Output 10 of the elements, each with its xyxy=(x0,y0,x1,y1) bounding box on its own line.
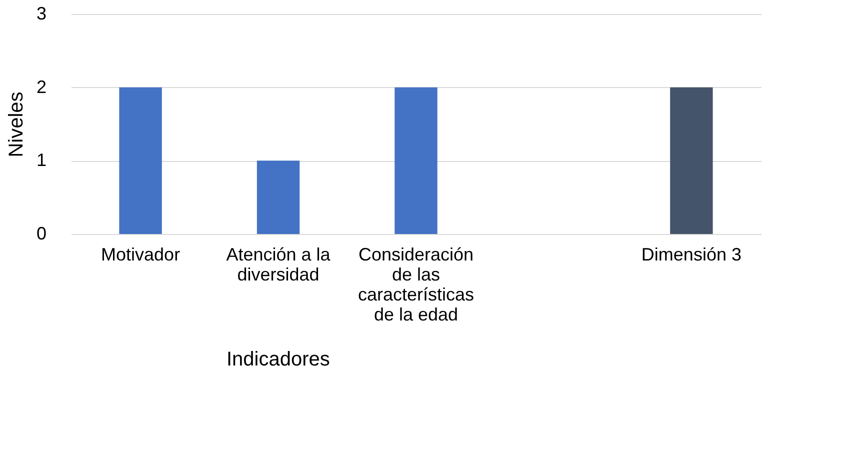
x-tick-label: Motivador xyxy=(101,244,180,264)
x-axis-title: Indicadores xyxy=(226,348,330,370)
y-tick-label: 0 xyxy=(36,224,46,244)
x-tick-label: Consideración de las características de la edad xyxy=(358,244,474,324)
y-axis-title: Niveles xyxy=(5,92,28,158)
y-tick-label: 2 xyxy=(36,76,46,97)
x-tick-label: Atención a la diversidad xyxy=(226,244,332,284)
y-tick-label: 3 xyxy=(36,4,46,24)
x-tick-label: Dimensión 3 xyxy=(641,244,742,264)
y-tick-label: 1 xyxy=(36,150,46,170)
